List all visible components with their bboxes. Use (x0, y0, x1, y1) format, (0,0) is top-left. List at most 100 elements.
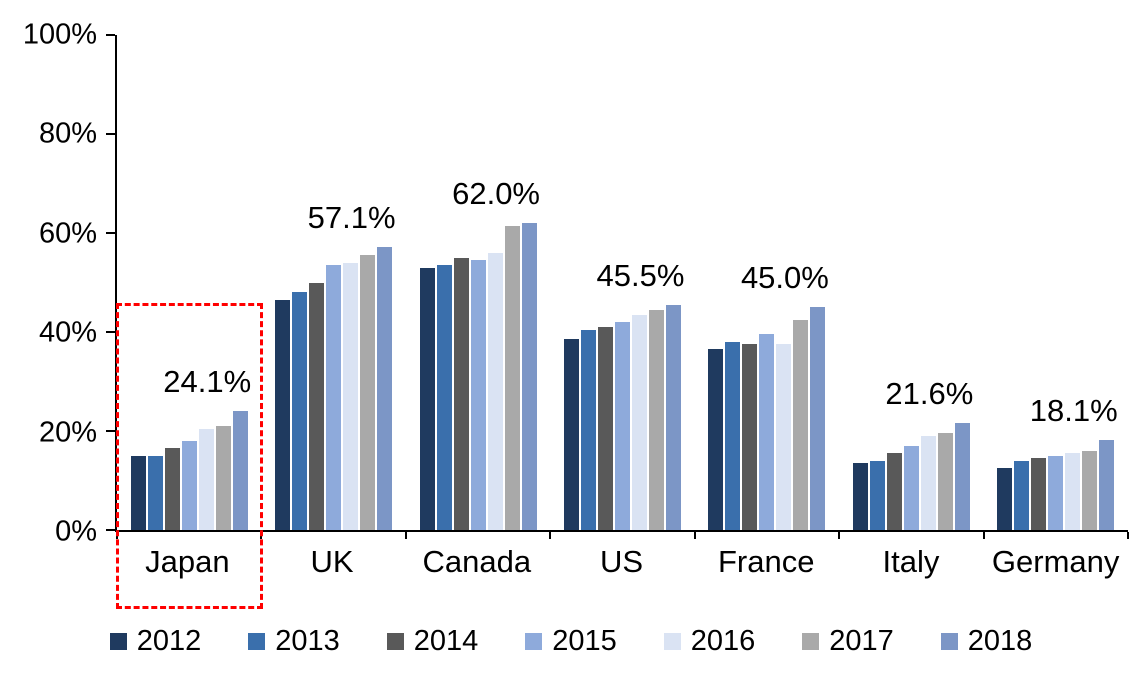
x-axis-label-germany: Germany (991, 544, 1120, 579)
bar-group-germany: 18.1% (984, 35, 1128, 530)
y-axis-tick-mark (106, 529, 115, 531)
bar-group-canada: 62.0% (406, 35, 550, 530)
bar-2017-uk (360, 255, 376, 530)
bar-2016-us (631, 314, 647, 530)
bar-2014-us (597, 327, 613, 530)
bar-2012-canada (419, 267, 435, 530)
x-axis-tick-mark (1127, 532, 1129, 539)
bar-2016-canada (487, 252, 503, 530)
bar-2014-japan (164, 448, 180, 530)
bar-2017-france (793, 319, 809, 530)
x-axis-tick-mark (549, 532, 552, 539)
legend-item-2015: 2015 (525, 627, 617, 656)
bar-2015-uk (326, 265, 342, 530)
bar-2015-canada (470, 260, 486, 530)
bar-2018-germany (1099, 440, 1115, 530)
data-label-france: 45.0% (740, 260, 829, 296)
bar-2018-uk (377, 247, 393, 530)
bar-group-uk: 57.1% (261, 35, 405, 530)
legend-label-2015: 2015 (552, 625, 617, 657)
y-axis-tick-mark (106, 430, 115, 432)
x-axis-label-france: France (717, 544, 815, 579)
bar-2018-italy (954, 423, 970, 530)
legend-item-2012: 2012 (109, 625, 202, 657)
legend-item-2016: 2016 (663, 625, 756, 657)
bar-2013-uk (292, 292, 308, 530)
legend-label-2016: 2016 (690, 625, 756, 657)
bar-2015-us (614, 322, 630, 530)
legend-item-2013: 2013 (248, 627, 340, 656)
bar-2015-italy (903, 445, 919, 530)
legend-label-2012: 2012 (136, 625, 202, 657)
bar-2015-france (759, 334, 775, 530)
x-axis-tick-mark (982, 532, 985, 539)
bar-2012-us (563, 339, 579, 530)
legend-label-2013: 2013 (275, 625, 340, 657)
bar-2013-italy (869, 460, 885, 530)
x-axis-tick-mark (404, 532, 407, 539)
bar-2018-us (665, 304, 681, 530)
bar-2017-canada (504, 225, 520, 530)
legend-label-2017: 2017 (829, 625, 894, 657)
bar-2016-france (776, 344, 792, 530)
bar-2013-canada (436, 265, 452, 530)
legend-swatch-2012 (109, 633, 127, 650)
bar-2013-germany (1014, 460, 1030, 530)
bar-2017-us (648, 309, 664, 530)
legend-swatch-2013 (248, 633, 266, 650)
bar-2014-canada (453, 257, 469, 530)
x-axis-label-canada: Canada (422, 544, 532, 579)
y-axis-tick-label: 80% (38, 117, 97, 150)
bar-2017-germany (1082, 450, 1098, 530)
legend-swatch-2017 (802, 633, 820, 650)
bar-2015-japan (181, 440, 197, 530)
legend: 2012 2013 2014 2015 2016 2017 2018 (0, 627, 1142, 656)
legend-item-2014: 2014 (386, 625, 479, 657)
data-label-germany: 18.1% (1029, 393, 1118, 429)
bar-2014-france (742, 344, 758, 530)
bar-2014-germany (1031, 458, 1047, 530)
x-axis-tick-mark (260, 532, 263, 539)
data-label-us: 45.5% (596, 257, 685, 293)
x-axis-tick-mark (116, 532, 118, 539)
y-axis-tick-mark (106, 331, 115, 333)
bar-group-us: 45.5% (550, 35, 694, 530)
legend-item-2018: 2018 (940, 625, 1033, 657)
y-axis-tick-label: 20% (38, 416, 97, 449)
y-axis-tick-label: 60% (38, 217, 97, 250)
x-axis-tick-mark (838, 532, 841, 539)
bar-2018-france (810, 307, 826, 530)
x-axis-label-italy: Italy (882, 544, 940, 579)
bar-2015-germany (1048, 455, 1064, 530)
y-axis: 0% 20% 40% 60% 80% 100% (0, 20, 103, 546)
y-axis-tick-label: 40% (38, 316, 97, 349)
legend-label-2018: 2018 (967, 625, 1033, 657)
bar-2014-italy (886, 453, 902, 530)
legend-swatch-2018 (940, 633, 958, 650)
y-axis-tick-mark (106, 232, 115, 234)
bar-2017-italy (937, 433, 953, 530)
plot-area: 24.1% 57.1% 62.0% 45.5% 45.0% 21.6% 18.1% (106, 34, 1129, 539)
bar-2016-uk (343, 262, 359, 530)
data-label-canada: 62.0% (452, 176, 540, 212)
bar-2012-france (708, 349, 724, 530)
bar-2013-france (725, 341, 741, 530)
bar-2012-japan (130, 455, 146, 530)
legend-swatch-2016 (663, 633, 681, 650)
bar-2018-canada (521, 223, 537, 530)
x-axis-label-japan: Japan (145, 544, 230, 579)
bar-2018-japan (232, 410, 248, 530)
data-label-japan: 24.1% (163, 363, 252, 399)
bar-2013-us (580, 329, 596, 530)
x-axis-label-us: US (599, 544, 644, 579)
bar-2016-germany (1065, 453, 1081, 530)
x-axis-tick-mark (693, 532, 696, 539)
legend-label-2014: 2014 (413, 625, 479, 657)
legend-item-2017: 2017 (802, 627, 894, 656)
bar-group-france: 45.0% (695, 35, 839, 530)
y-axis-tick-mark (106, 133, 115, 135)
legend-swatch-2015 (525, 633, 543, 650)
bar-2012-italy (852, 463, 868, 530)
bar-2016-italy (920, 435, 936, 530)
